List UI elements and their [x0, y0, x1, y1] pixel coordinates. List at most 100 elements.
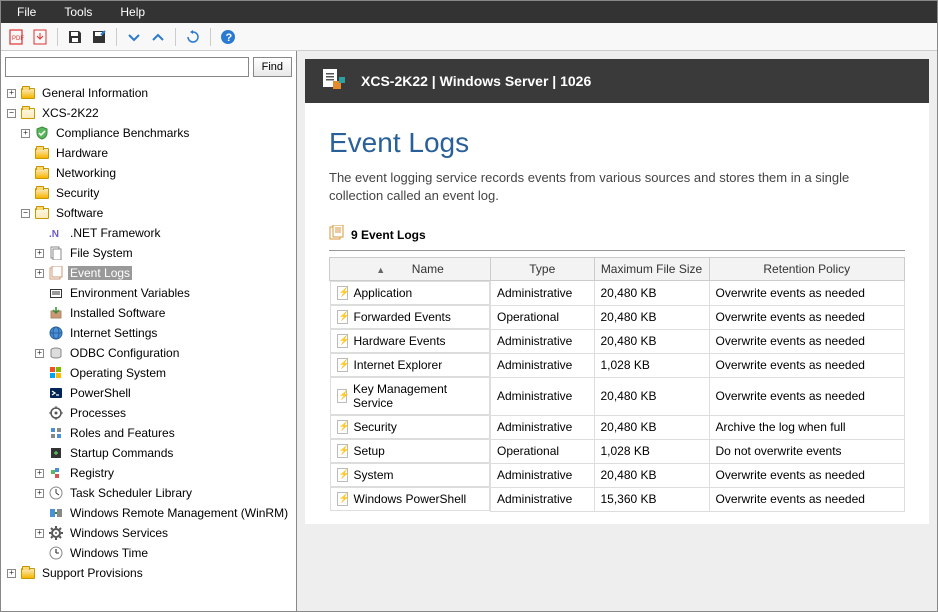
cell-type: Operational: [491, 305, 595, 329]
services-icon: [48, 525, 64, 541]
tree-item[interactable]: Operating System: [5, 363, 294, 383]
col-policy[interactable]: Retention Policy: [709, 258, 905, 281]
expander-icon[interactable]: +: [21, 129, 30, 138]
expander-icon[interactable]: −: [21, 209, 30, 218]
tree-item[interactable]: .N.NET Framework: [5, 223, 294, 243]
tree-item[interactable]: +Support Provisions: [5, 563, 294, 583]
table-row[interactable]: Hardware EventsAdministrative20,480 KBOv…: [330, 329, 905, 353]
edit-icon[interactable]: [88, 26, 110, 48]
tree-item[interactable]: Processes: [5, 403, 294, 423]
find-button[interactable]: Find: [253, 57, 292, 77]
cell-name: Security: [330, 415, 491, 439]
collapse-icon[interactable]: [123, 26, 145, 48]
tree-item-label: Internet Settings: [68, 326, 159, 340]
tree-item-label: File System: [68, 246, 135, 260]
folder-icon: [20, 565, 36, 581]
tree-item[interactable]: Windows Time: [5, 543, 294, 563]
tree-item[interactable]: Networking: [5, 163, 294, 183]
tree-item[interactable]: Windows Remote Management (WinRM): [5, 503, 294, 523]
cell-size: 20,480 KB: [594, 329, 709, 353]
cell-policy: Overwrite events as needed: [709, 487, 905, 511]
col-size[interactable]: Maximum File Size: [594, 258, 709, 281]
tree-item[interactable]: + File System: [5, 243, 294, 263]
tree-item-label: Networking: [54, 166, 118, 180]
save-icon[interactable]: [64, 26, 86, 48]
separator: [175, 28, 176, 46]
tree-item[interactable]: +General Information: [5, 83, 294, 103]
tree-item[interactable]: + Windows Services: [5, 523, 294, 543]
expander-icon[interactable]: +: [35, 349, 44, 358]
table-row[interactable]: SystemAdministrative20,480 KBOverwrite e…: [330, 463, 905, 487]
col-type[interactable]: Type: [491, 258, 595, 281]
export-icon[interactable]: [29, 26, 51, 48]
roles-icon: [48, 425, 64, 441]
expander-icon[interactable]: +: [35, 469, 44, 478]
tree-item-label: Roles and Features: [68, 426, 177, 440]
tree-item-label: Event Logs: [68, 266, 132, 280]
tree-item[interactable]: Security: [5, 183, 294, 203]
tree-item-label: Task Scheduler Library: [68, 486, 194, 500]
tree-item[interactable]: +Compliance Benchmarks: [5, 123, 294, 143]
expander-icon[interactable]: +: [7, 569, 16, 578]
menu-tools[interactable]: Tools: [52, 3, 108, 21]
expander-icon[interactable]: +: [35, 489, 44, 498]
tree-item[interactable]: Internet Settings: [5, 323, 294, 343]
table-row[interactable]: Windows PowerShellAdministrative15,360 K…: [330, 487, 905, 511]
tree-item-label: Processes: [68, 406, 128, 420]
tree-item[interactable]: + Event Logs: [5, 263, 294, 283]
expander-icon: [35, 429, 44, 438]
tree-item[interactable]: + Task Scheduler Library: [5, 483, 294, 503]
tree-item-label: Registry: [68, 466, 116, 480]
refresh-icon[interactable]: [182, 26, 204, 48]
log-icon: [337, 468, 348, 482]
log-icon: [337, 286, 348, 300]
search-input[interactable]: [5, 57, 249, 77]
col-name[interactable]: ▲ Name: [330, 258, 491, 281]
expander-icon[interactable]: +: [35, 529, 44, 538]
tree-item[interactable]: Environment Variables: [5, 283, 294, 303]
table-row[interactable]: SetupOperational1,028 KBDo not overwrite…: [330, 439, 905, 463]
cell-name: Internet Explorer: [330, 353, 491, 377]
folder-icon: [34, 145, 50, 161]
folder-open-icon: [20, 105, 36, 121]
tree-item[interactable]: −XCS-2K22: [5, 103, 294, 123]
expander-icon[interactable]: +: [7, 89, 16, 98]
table-row[interactable]: ApplicationAdministrative20,480 KBOverwr…: [330, 281, 905, 306]
expander-icon[interactable]: +: [35, 249, 44, 258]
expander-icon: [35, 229, 44, 238]
tree-item[interactable]: + Registry: [5, 463, 294, 483]
table-row[interactable]: Internet ExplorerAdministrative1,028 KBO…: [330, 353, 905, 377]
tree-item[interactable]: −Software: [5, 203, 294, 223]
menu-help[interactable]: Help: [108, 3, 161, 21]
registry-icon: [48, 465, 64, 481]
table-row[interactable]: SecurityAdministrative20,480 KBArchive t…: [330, 415, 905, 439]
tree-item[interactable]: Roles and Features: [5, 423, 294, 443]
tree-view[interactable]: +General Information−XCS-2K22+Compliance…: [3, 83, 294, 609]
log-icon: [337, 358, 348, 372]
help-icon[interactable]: ?: [217, 26, 239, 48]
tree-item[interactable]: PowerShell: [5, 383, 294, 403]
cell-name: Setup: [330, 439, 491, 463]
tree-item[interactable]: Startup Commands: [5, 443, 294, 463]
tree-item[interactable]: Installed Software: [5, 303, 294, 323]
tree-item[interactable]: +ODBC Configuration: [5, 343, 294, 363]
cell-size: 20,480 KB: [594, 377, 709, 415]
sort-asc-icon: ▲: [376, 265, 385, 275]
page-title: Event Logs: [329, 127, 905, 159]
expander-icon[interactable]: +: [35, 269, 44, 278]
globe-icon: [48, 325, 64, 341]
menu-file[interactable]: File: [5, 3, 52, 21]
table-row[interactable]: Forwarded EventsOperational20,480 KBOver…: [330, 305, 905, 329]
expand-icon[interactable]: [147, 26, 169, 48]
filesys-icon: [48, 245, 64, 261]
tree-item-label: Windows Services: [68, 526, 170, 540]
pdf-icon[interactable]: PDF: [5, 26, 27, 48]
expander-icon[interactable]: −: [7, 109, 16, 118]
banner-logo-icon: [321, 67, 349, 95]
cell-type: Administrative: [491, 281, 595, 306]
table-row[interactable]: Key Management ServiceAdministrative20,4…: [330, 377, 905, 415]
cell-policy: Overwrite events as needed: [709, 353, 905, 377]
expander-icon: [35, 409, 44, 418]
tree-item[interactable]: Hardware: [5, 143, 294, 163]
cell-name: Key Management Service: [330, 377, 491, 415]
